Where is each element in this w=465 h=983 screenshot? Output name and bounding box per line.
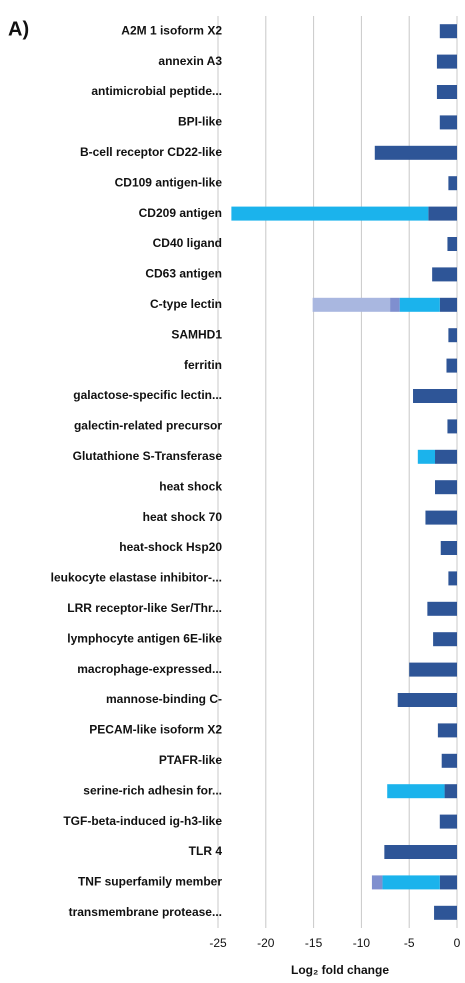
y-tick-label: BPI-like xyxy=(178,115,222,129)
y-tick-label: galactose-specific lectin... xyxy=(73,388,222,402)
x-tick-label: -5 xyxy=(404,936,415,950)
x-tick-label: -20 xyxy=(257,936,275,950)
bar-segment xyxy=(439,297,457,312)
y-tick-label: lymphocyte antigen 6E-like xyxy=(67,631,222,645)
bar-segment xyxy=(436,85,457,99)
y-tick-label: ferritin xyxy=(184,358,222,372)
bar-segment xyxy=(409,662,457,677)
bar-segment xyxy=(433,632,457,647)
bar-segment xyxy=(439,115,457,130)
bar-segment xyxy=(434,905,457,920)
bar-segment xyxy=(387,784,445,799)
bar-segment xyxy=(435,480,457,495)
bar-segment xyxy=(312,297,391,312)
y-tick-label: heat-shock Hsp20 xyxy=(119,540,222,554)
bar-segment xyxy=(425,510,457,525)
bar-segment xyxy=(447,419,457,434)
x-tick-label: 0 xyxy=(454,936,461,950)
bar-segment xyxy=(439,875,457,890)
panel-label: A) xyxy=(8,18,29,40)
bar-segment xyxy=(397,693,457,707)
bar-segment xyxy=(231,206,429,221)
y-tick-label: macrophage-expressed... xyxy=(77,662,222,676)
bar-segment xyxy=(390,297,400,312)
y-tick-label: CD40 ligand xyxy=(153,236,222,250)
y-tick-label: heat shock 70 xyxy=(143,510,223,524)
bar-segment xyxy=(448,176,457,191)
bar-segment xyxy=(382,875,440,890)
y-tick-label: PTAFR-like xyxy=(159,753,222,767)
y-tick-label: CD63 antigen xyxy=(145,267,222,281)
y-tick-label: LRR receptor-like Ser/Thr... xyxy=(67,601,222,615)
y-tick-label: CD109 antigen-like xyxy=(115,175,223,189)
y-tick-label: TNF superfamily member xyxy=(78,875,222,889)
y-tick-label: heat shock xyxy=(159,479,222,493)
x-tick-label: -25 xyxy=(209,936,227,950)
x-tick-label: -15 xyxy=(305,936,323,950)
bar-segment xyxy=(384,845,457,859)
y-tick-label: C-type lectin xyxy=(150,297,222,311)
y-tick-label: serine-rich adhesin for... xyxy=(83,783,222,797)
y-tick-label: annexin A3 xyxy=(158,54,222,68)
bar-segment xyxy=(417,449,436,464)
bar-segment xyxy=(436,54,457,69)
bar-segment xyxy=(428,206,457,221)
bar-segment xyxy=(437,723,457,738)
bar-segment xyxy=(440,541,457,555)
y-tick-label: TGF-beta-induced ig-h3-like xyxy=(63,814,222,828)
bar-segment xyxy=(447,237,457,251)
bar-segment xyxy=(444,784,457,799)
y-tick-label: CD209 antigen xyxy=(139,206,222,220)
bar-segment xyxy=(448,328,457,343)
bar-segment xyxy=(439,814,457,829)
bar-segment xyxy=(446,358,457,373)
bar-segment xyxy=(413,389,457,403)
bar-segment xyxy=(435,449,457,464)
bar-segment xyxy=(439,24,457,39)
y-tick-label: SAMHD1 xyxy=(171,327,222,341)
y-tick-label: A2M 1 isoform X2 xyxy=(121,23,222,37)
bar-segment xyxy=(399,297,440,312)
x-tick-label: -10 xyxy=(353,936,371,950)
y-tick-label: antimicrobial peptide... xyxy=(91,84,222,98)
y-tick-label: leukocyte elastase inhibitor-... xyxy=(51,571,222,585)
bar-segment xyxy=(432,267,457,282)
bar-segment xyxy=(374,145,457,160)
bar-segment xyxy=(441,753,457,768)
bar-segment xyxy=(427,601,457,616)
y-tick-label: Glutathione S-Transferase xyxy=(73,449,223,463)
bar-segment xyxy=(448,571,457,586)
x-axis-label: Log₂ fold change xyxy=(291,963,389,977)
y-tick-label: transmembrane protease... xyxy=(69,905,222,919)
y-tick-label: mannose-binding C- xyxy=(106,692,222,706)
y-tick-label: galectin-related precursor xyxy=(74,419,222,433)
y-tick-label: B-cell receptor CD22-like xyxy=(80,145,222,159)
bar-segment xyxy=(371,875,383,890)
y-tick-label: PECAM-like isoform X2 xyxy=(89,723,222,737)
y-tick-label: TLR 4 xyxy=(189,844,223,858)
